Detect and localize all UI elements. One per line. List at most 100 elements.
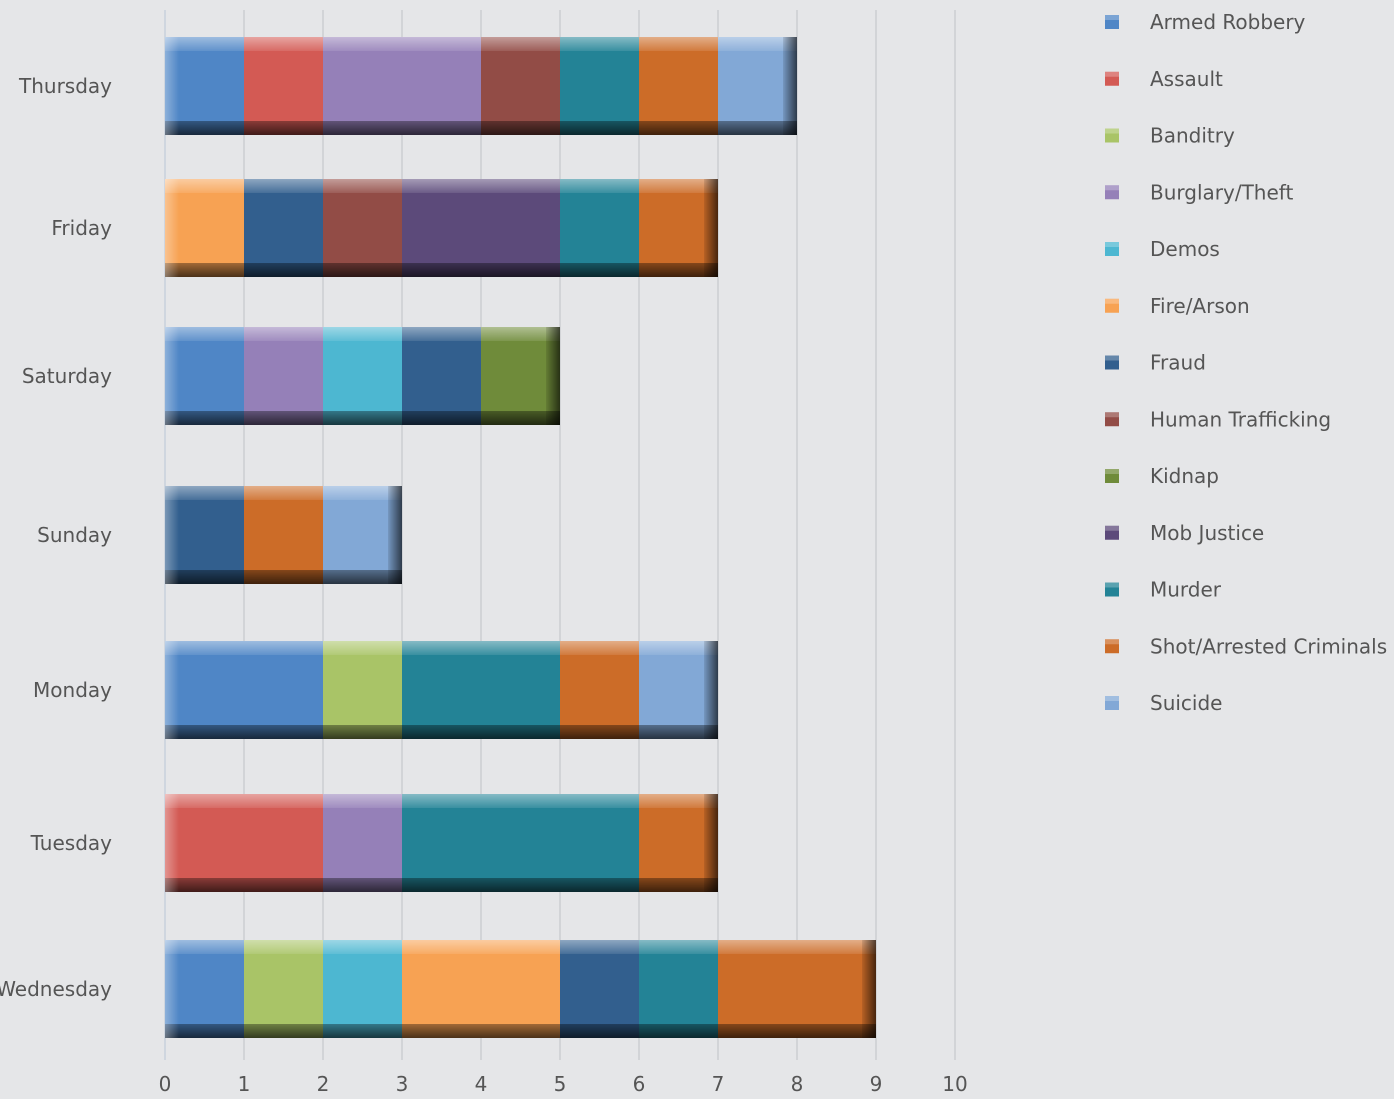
bar-segment-burglary-theft bbox=[323, 794, 402, 892]
bar-bevel-bottom bbox=[560, 1024, 639, 1038]
bar-bevel-bottom bbox=[244, 411, 323, 425]
bar-bevel-bottom bbox=[323, 411, 402, 425]
bar-segment-armed-robbery bbox=[165, 37, 244, 135]
bar-bevel-right bbox=[704, 179, 718, 277]
bar-bevel-bottom bbox=[639, 121, 718, 135]
y-axis-labels: Thursday Friday Saturday Sunday Monday Tuesda… bbox=[0, 74, 112, 1001]
bar-bevel-bottom bbox=[323, 878, 402, 892]
bar-fill bbox=[402, 327, 481, 425]
bar-segment-shot-arrested-criminals bbox=[639, 179, 718, 277]
legend-swatch bbox=[1105, 639, 1119, 654]
bar-bevel-top bbox=[165, 940, 244, 954]
bar-bevel-bottom bbox=[323, 570, 402, 584]
bar-segment-burglary-theft bbox=[244, 327, 323, 425]
bar-bevel-bottom bbox=[165, 263, 244, 277]
legend-item-murder: Murder bbox=[1105, 578, 1222, 602]
legend-item-fire-arson: Fire/Arson bbox=[1105, 294, 1250, 318]
bar-bevel-left bbox=[165, 179, 179, 277]
bar-bevel-top bbox=[639, 940, 718, 954]
bar-segment-fraud bbox=[165, 486, 244, 584]
x-tick-label: 3 bbox=[396, 1072, 409, 1095]
bar-segment-murder bbox=[639, 940, 718, 1038]
bar-fill bbox=[323, 327, 402, 425]
bar-fill bbox=[244, 179, 323, 277]
bar-bevel-top bbox=[323, 794, 402, 808]
legend-label: Assault bbox=[1150, 67, 1223, 91]
bar-bevel-bottom bbox=[244, 263, 323, 277]
bar-bevel-top bbox=[244, 486, 323, 500]
bar-bevel-left bbox=[165, 940, 179, 1038]
bar-fill bbox=[560, 37, 639, 135]
bar-bevel-bottom bbox=[560, 121, 639, 135]
bar-fill bbox=[323, 794, 402, 892]
bar-fill bbox=[323, 641, 402, 739]
bar-row-tuesday bbox=[165, 794, 718, 892]
bar-fill bbox=[639, 940, 718, 1038]
bar-bevel-bottom bbox=[165, 411, 244, 425]
bar-bevel-top bbox=[718, 940, 876, 954]
bar-segment-fire-arson bbox=[165, 179, 244, 277]
bar-row-friday bbox=[165, 179, 718, 277]
bar-bevel-bottom bbox=[718, 1024, 876, 1038]
x-tick-label: 0 bbox=[159, 1072, 172, 1095]
bar-fill bbox=[244, 327, 323, 425]
bar-bevel-bottom bbox=[323, 725, 402, 739]
y-label-wednesday: Wednesday bbox=[0, 977, 112, 1001]
legend-swatch bbox=[1105, 582, 1119, 597]
bar-bevel-right bbox=[862, 940, 876, 1038]
legend-item-fraud: Fraud bbox=[1105, 351, 1206, 375]
bar-fill bbox=[402, 179, 560, 277]
legend-swatch bbox=[1105, 71, 1119, 86]
bar-bevel-bottom bbox=[244, 570, 323, 584]
bar-bevel-top bbox=[718, 37, 797, 51]
legend-label: Suicide bbox=[1150, 691, 1222, 715]
bar-segment-suicide bbox=[639, 641, 718, 739]
legend-swatch bbox=[1105, 696, 1119, 710]
bar-bevel-left bbox=[165, 327, 179, 425]
legend-label: Human Trafficking bbox=[1150, 407, 1331, 431]
bar-bevel-bottom bbox=[718, 121, 797, 135]
legend-swatch-highlight bbox=[1105, 128, 1119, 134]
bar-bevel-top bbox=[165, 486, 244, 500]
bar-bevel-bottom bbox=[323, 1024, 402, 1038]
bar-bevel-top bbox=[323, 486, 402, 500]
bar-bevel-bottom bbox=[481, 121, 560, 135]
bar-fill bbox=[718, 940, 876, 1038]
legend-swatch bbox=[1105, 298, 1119, 313]
legend-label: Murder bbox=[1150, 578, 1222, 602]
bar-segment-demos bbox=[323, 940, 402, 1038]
bar-bevel-top bbox=[323, 37, 481, 51]
bar-segment-demos bbox=[323, 327, 402, 425]
bar-segment-fraud bbox=[560, 940, 639, 1038]
legend-swatch-highlight bbox=[1105, 298, 1119, 304]
bar-bevel-right bbox=[546, 327, 560, 425]
bar-segment-murder bbox=[402, 794, 639, 892]
bar-bevel-bottom bbox=[402, 725, 560, 739]
bar-segment-armed-robbery bbox=[165, 327, 244, 425]
bar-bevel-top bbox=[639, 179, 718, 193]
y-label-saturday: Saturday bbox=[22, 364, 112, 388]
bar-segment-kidnap bbox=[481, 327, 560, 425]
legend-label: Kidnap bbox=[1150, 464, 1219, 488]
bar-bevel-top bbox=[560, 37, 639, 51]
bar-bevel-top bbox=[244, 179, 323, 193]
y-label-thursday: Thursday bbox=[18, 74, 112, 98]
bar-fill bbox=[560, 641, 639, 739]
bar-bevel-bottom bbox=[402, 411, 481, 425]
bar-fill bbox=[323, 179, 402, 277]
bar-fill bbox=[639, 37, 718, 135]
bar-bevel-right bbox=[388, 486, 402, 584]
bar-segment-fire-arson bbox=[402, 940, 560, 1038]
bar-bevel-bottom bbox=[165, 725, 323, 739]
legend-swatch-highlight bbox=[1105, 15, 1119, 20]
bar-fill bbox=[165, 641, 323, 739]
bar-bevel-bottom bbox=[639, 263, 718, 277]
bar-bevel-top bbox=[165, 37, 244, 51]
bar-bevel-top bbox=[639, 641, 718, 655]
bar-bevel-left bbox=[165, 486, 179, 584]
bar-bevel-top bbox=[560, 940, 639, 954]
y-label-friday: Friday bbox=[51, 216, 112, 240]
bar-fill bbox=[481, 37, 560, 135]
x-tick-label: 8 bbox=[791, 1072, 804, 1095]
